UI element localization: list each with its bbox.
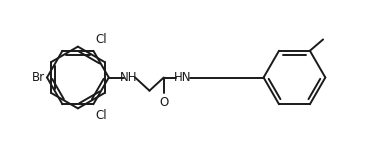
Text: HN: HN: [174, 71, 191, 84]
Text: NH: NH: [119, 71, 137, 84]
Text: O: O: [159, 96, 168, 109]
Text: Br: Br: [32, 71, 45, 84]
Text: Cl: Cl: [95, 109, 107, 122]
Text: Cl: Cl: [95, 33, 107, 46]
